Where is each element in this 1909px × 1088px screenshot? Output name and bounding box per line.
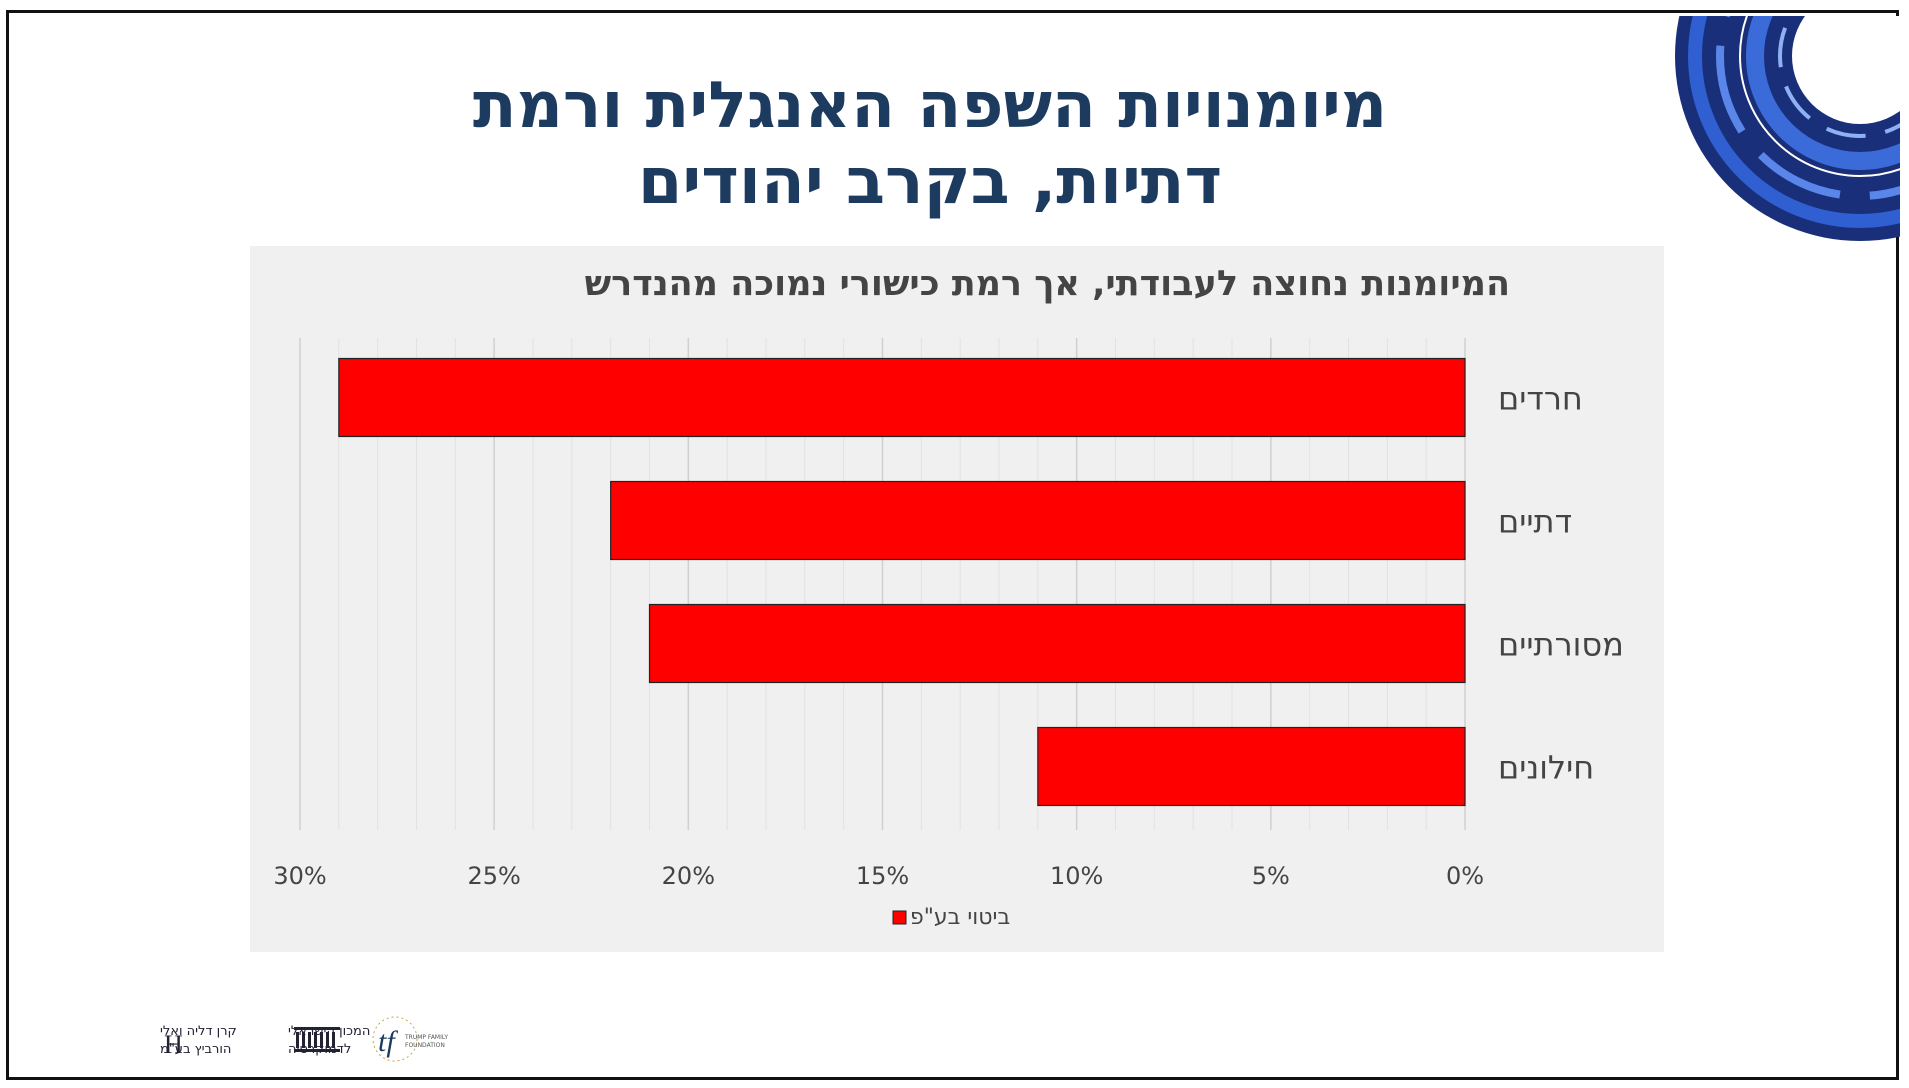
x-tick-label: 30% <box>273 862 326 890</box>
horowitz-logo: קרן דליה ואלי הורביץ בע"מ H <box>160 1024 237 1059</box>
trump-foundation-logo: tf TRUMP FAMILY FOUNDATION <box>372 1016 448 1062</box>
slide-title-line1: מיומנויות השפה האנגלית ורמת <box>472 69 1388 143</box>
legend-label: ביטוי בע"פ <box>910 905 1010 930</box>
category-label: חרדים <box>1498 380 1583 418</box>
chart-title: המיומנות נחוצה לעבודתי, אך רמת כישורי נמ… <box>584 264 1510 304</box>
trump-logo-line1: TRUMP FAMILY <box>404 1034 448 1041</box>
horowitz-h-icon: H <box>164 1030 183 1059</box>
trump-logo-line2: FOUNDATION <box>405 1042 445 1049</box>
x-tick-label: 10% <box>1050 862 1103 890</box>
category-label: חילונים <box>1498 749 1594 787</box>
category-label: מסורתיים <box>1498 626 1624 664</box>
bar <box>338 357 1466 438</box>
idi-logo-line1: המכון הישראלי <box>288 1024 370 1039</box>
building-icon <box>294 1027 340 1052</box>
category-label: דתיים <box>1498 503 1572 541</box>
idi-logo: המכון הישראלי לדמוקרטיה <box>288 1024 370 1057</box>
footer-logos: קרן דליה ואלי הורביץ בע"מ H המכון הישראל… <box>160 1016 448 1062</box>
x-tick-label: 5% <box>1252 862 1290 890</box>
slide-title: מיומנויות השפה האנגלית ורמת דתיות, בקרב … <box>330 68 1530 220</box>
horowitz-logo-line2: הורביץ בע"מ <box>160 1042 231 1057</box>
slide-title-line2: דתיות, בקרב יהודים <box>637 145 1223 219</box>
bar <box>648 603 1466 684</box>
legend-swatch <box>892 910 907 925</box>
bar <box>1037 726 1466 807</box>
bar <box>610 480 1466 561</box>
x-tick-label: 25% <box>467 862 520 890</box>
x-tick-label: 20% <box>662 862 715 890</box>
tf-icon: tf <box>378 1025 398 1058</box>
x-tick-label: 0% <box>1446 862 1484 890</box>
decorative-rings <box>1675 16 1900 241</box>
horowitz-logo-line1: קרן דליה ואלי <box>160 1024 237 1039</box>
x-tick-label: 15% <box>856 862 909 890</box>
